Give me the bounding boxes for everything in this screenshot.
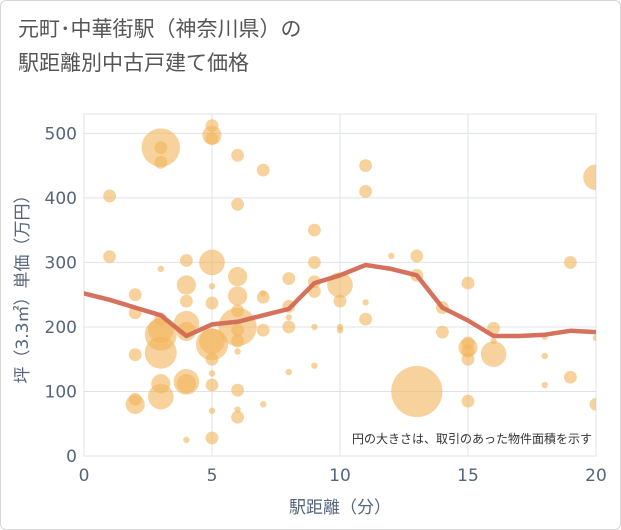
bubble-point <box>154 141 168 154</box>
bubble-point <box>282 320 296 334</box>
bubble-layer <box>103 119 596 445</box>
bubble-point <box>260 401 267 408</box>
bubble-point <box>199 249 225 276</box>
y-tick-label: 0 <box>66 447 77 467</box>
bubble-point <box>125 394 145 414</box>
bubble-point <box>148 383 174 410</box>
bubble-point <box>336 326 344 334</box>
y-tick-label: 200 <box>45 318 77 338</box>
bubble-point <box>480 341 507 367</box>
y-tick-label: 400 <box>45 189 77 209</box>
bubble-point <box>205 378 219 392</box>
bubble-point <box>183 436 190 444</box>
bubble-point <box>144 336 177 369</box>
bubble-point <box>311 323 318 331</box>
bubble-point <box>285 314 292 321</box>
bubble-point <box>359 185 372 198</box>
bubble-point <box>256 163 270 177</box>
bubble-point <box>231 383 245 397</box>
bubble-point <box>308 256 321 269</box>
bubble-point <box>461 276 475 290</box>
x-tick-label: 10 <box>329 466 351 486</box>
bubble-point <box>176 275 196 295</box>
trend-line <box>84 262 596 339</box>
bubble-point <box>231 197 245 211</box>
bubble-point <box>157 265 164 273</box>
bubble-point <box>592 334 596 342</box>
bubble-point <box>154 155 168 169</box>
bubble-point <box>208 407 216 415</box>
bubble-point <box>589 397 596 411</box>
bubble-point <box>362 299 369 306</box>
bubble-point <box>231 334 245 348</box>
bubble-point <box>180 254 193 267</box>
bubble-point <box>436 325 449 339</box>
bubble-point <box>564 256 577 269</box>
y-tick-label: 300 <box>45 253 77 273</box>
bubble-point <box>583 164 596 191</box>
bubble-point <box>205 132 219 145</box>
y-tick-label: 100 <box>45 382 77 402</box>
size-note: 円の大きさは、取引のあった物件面積を示す <box>352 431 592 446</box>
x-tick-label: 15 <box>457 466 479 486</box>
bubble-point <box>256 290 270 304</box>
bubble-point <box>391 365 443 418</box>
bubble-point <box>205 431 219 445</box>
bubble-point <box>228 267 248 287</box>
y-axis-label: 坪（3.3㎡）単価（万円） <box>13 186 33 383</box>
bubble-point <box>180 294 193 308</box>
bubble-point <box>282 272 296 285</box>
bubble-point <box>234 348 241 355</box>
bubble-point <box>410 249 424 263</box>
bubble-point <box>103 250 116 264</box>
bubble-point <box>359 159 372 173</box>
x-axis-label: 駅距離（分） <box>289 498 391 518</box>
y-tick-label: 500 <box>45 124 77 144</box>
bubble-point <box>208 370 216 377</box>
bubble-point <box>128 348 142 362</box>
bubble-point <box>388 252 395 260</box>
x-tick-label: 5 <box>207 466 218 486</box>
bubble-point <box>256 323 270 337</box>
bubble-point <box>205 296 219 310</box>
bubble-point <box>228 286 248 306</box>
trend-layer <box>84 262 596 339</box>
bubble-point <box>231 148 245 162</box>
bubble-point <box>359 312 372 326</box>
bubble-point <box>461 352 475 366</box>
bubble-point <box>461 394 475 408</box>
bubble-point <box>308 223 321 237</box>
bubble-point <box>564 370 577 384</box>
bubble-point <box>103 189 116 203</box>
bubble-point <box>128 288 142 302</box>
bubble-point <box>231 410 245 424</box>
bubble-point <box>541 352 548 360</box>
chart-title: 元町･中華街駅（神奈川県）の 駅距離別中古戸建て価格 <box>18 17 302 75</box>
bubble-point <box>231 323 245 337</box>
bubble-point <box>541 381 548 389</box>
bubble-point <box>205 352 219 366</box>
x-tick-label: 0 <box>79 466 90 486</box>
bubble-point <box>311 362 318 369</box>
bubble-point <box>333 294 347 308</box>
bubble-point <box>285 368 292 376</box>
x-tick-label: 20 <box>585 466 607 486</box>
bubble-point <box>208 283 216 290</box>
bubble-point <box>176 374 196 394</box>
bubble-point <box>196 328 228 361</box>
